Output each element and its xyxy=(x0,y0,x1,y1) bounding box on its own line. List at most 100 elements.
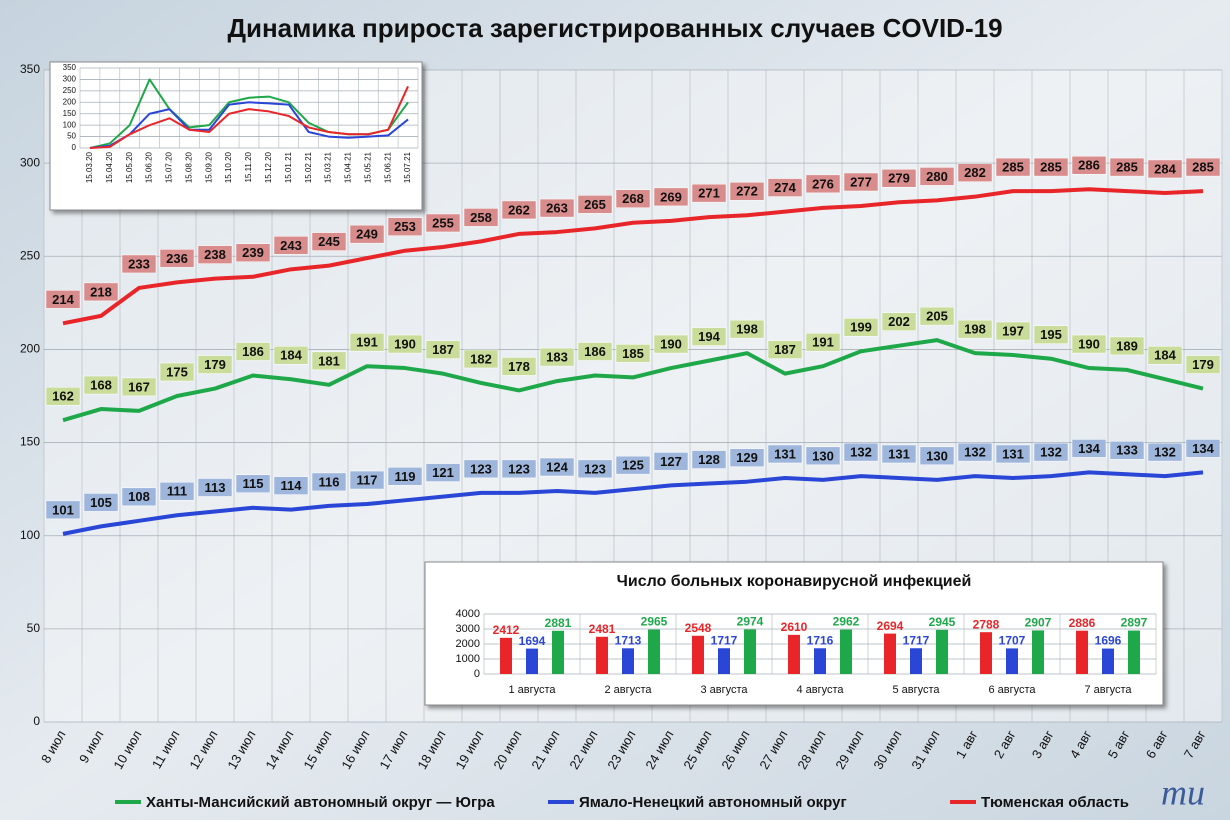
value-label-box xyxy=(501,459,537,479)
value-label: 123 xyxy=(584,461,606,476)
value-label: 191 xyxy=(356,335,378,350)
x-tick-label: 15.05.21 xyxy=(363,151,372,183)
value-label: 2610 xyxy=(781,620,808,634)
value-label-box xyxy=(311,472,347,492)
x-tick-label: 15.08.20 xyxy=(184,151,193,183)
value-label: 265 xyxy=(584,197,606,212)
value-label-box xyxy=(235,243,271,263)
y-tick-label: 350 xyxy=(63,63,77,72)
y-tick-label: 3000 xyxy=(456,623,480,635)
value-label: 2974 xyxy=(737,615,764,629)
value-label-box xyxy=(805,446,841,466)
bar xyxy=(884,633,896,674)
value-label-box xyxy=(197,478,233,497)
value-label: 280 xyxy=(926,169,948,184)
bar xyxy=(1006,648,1018,674)
value-label-box xyxy=(805,174,841,194)
y-tick-label: 200 xyxy=(20,342,40,356)
bar xyxy=(1102,648,1114,674)
value-label-box xyxy=(1109,440,1145,460)
y-tick-label: 0 xyxy=(33,714,40,728)
value-label: 189 xyxy=(1116,338,1138,353)
value-label: 1716 xyxy=(807,633,834,647)
value-label-box xyxy=(1109,336,1145,356)
value-label-box xyxy=(539,457,575,477)
value-label-box xyxy=(615,344,651,363)
series-line xyxy=(89,85,409,149)
value-label: 262 xyxy=(508,202,530,217)
y-tick-label: 250 xyxy=(20,248,40,262)
value-label: 2481 xyxy=(589,622,616,636)
value-label: 134 xyxy=(1192,441,1214,456)
bar xyxy=(692,635,704,674)
value-label: 285 xyxy=(1116,160,1138,175)
value-label-box xyxy=(729,182,765,201)
value-label: 187 xyxy=(774,342,796,357)
y-tick-label: 150 xyxy=(20,435,40,449)
value-label-box xyxy=(615,455,651,475)
value-label-box xyxy=(729,448,765,467)
bar xyxy=(500,637,512,674)
value-label: 284 xyxy=(1154,161,1176,176)
inset-chart: 0 50 100 150 200 250 300 350 15.03.20 15.04.20 15.… xyxy=(63,63,419,183)
value-label: 1707 xyxy=(999,634,1026,648)
x-tick-label: 5 августа xyxy=(892,684,940,696)
bar xyxy=(1128,630,1140,674)
value-label: 274 xyxy=(774,180,796,195)
value-label: 132 xyxy=(1040,445,1062,460)
inset-box xyxy=(49,61,423,211)
value-label-box xyxy=(577,195,613,214)
y-tick-label: 50 xyxy=(27,621,41,635)
value-label: 134 xyxy=(1078,441,1100,456)
x-tick-label: 4 августа xyxy=(796,684,844,696)
value-label: 190 xyxy=(1078,336,1100,351)
value-label-box xyxy=(1185,157,1221,177)
value-label-box xyxy=(767,178,803,197)
value-label-box xyxy=(45,500,81,520)
value-label-box xyxy=(273,236,309,255)
value-label: 279 xyxy=(888,171,910,186)
value-label: 179 xyxy=(204,357,226,372)
y-tick-label: 100 xyxy=(63,120,77,129)
value-label: 2412 xyxy=(493,623,520,637)
value-label-box xyxy=(425,213,461,233)
value-label: 105 xyxy=(90,495,112,510)
value-label: 132 xyxy=(964,445,986,460)
value-label: 282 xyxy=(964,165,986,180)
value-label: 2694 xyxy=(877,619,904,633)
value-label-box xyxy=(919,167,955,186)
x-tick-label: 15.03.21 xyxy=(324,151,333,183)
value-label-box xyxy=(881,312,917,331)
value-label: 245 xyxy=(318,234,340,249)
y-tick-label: 50 xyxy=(67,132,76,141)
x-tick-label: 15.04.20 xyxy=(105,151,114,183)
value-label-box xyxy=(919,306,955,326)
bar xyxy=(814,648,826,674)
value-label-box xyxy=(539,347,575,367)
value-label: 184 xyxy=(280,348,302,363)
value-label-box xyxy=(349,332,385,352)
series-line xyxy=(89,101,409,149)
value-label-box xyxy=(197,355,233,374)
value-label-box xyxy=(843,442,879,462)
value-label: 2881 xyxy=(545,616,572,630)
bar-chart: 0 1000 2000 3000 4000 1 августа 2 августа 3 авг… xyxy=(456,608,1157,696)
value-label-box xyxy=(463,349,499,369)
value-label: 186 xyxy=(242,344,264,359)
value-label: 190 xyxy=(394,336,416,351)
value-label: 182 xyxy=(470,351,492,366)
legend-label: Ямало-Ненецкий автономный округ xyxy=(579,794,847,811)
value-label-box xyxy=(387,467,423,486)
value-label: 1717 xyxy=(903,633,930,647)
value-label: 130 xyxy=(812,448,834,463)
value-label-box xyxy=(957,163,993,182)
value-label: 183 xyxy=(546,350,568,365)
value-label-box xyxy=(1071,155,1107,175)
value-label-box xyxy=(349,470,385,490)
value-label: 175 xyxy=(166,364,188,379)
value-label: 186 xyxy=(584,344,606,359)
value-label: 276 xyxy=(812,176,834,191)
value-label: 116 xyxy=(319,474,340,489)
value-label: 214 xyxy=(52,292,74,307)
